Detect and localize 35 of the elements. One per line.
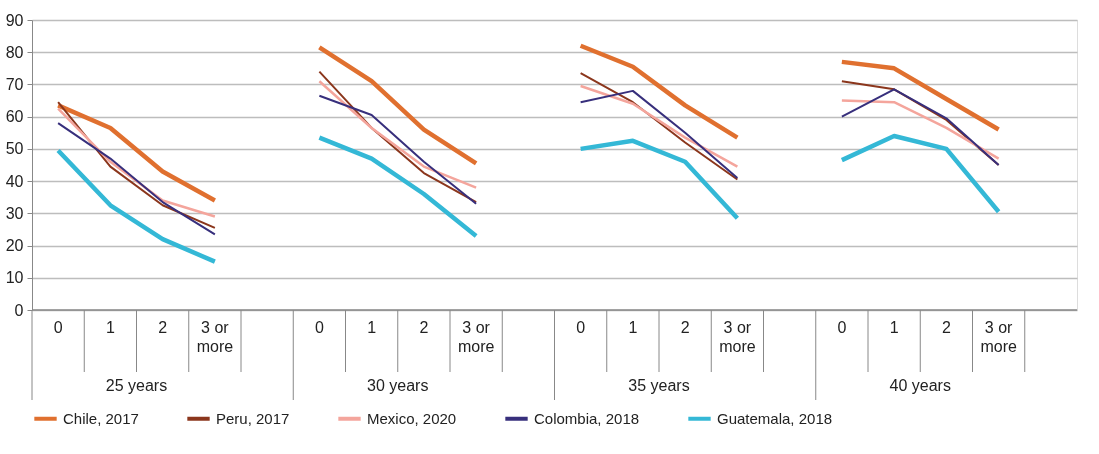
x-tick-label: 0 xyxy=(53,319,63,336)
legend-label: Chile, 2017 xyxy=(63,409,139,427)
text: 25 years xyxy=(105,377,168,394)
x-tick-label: 2 xyxy=(941,319,951,336)
x-tick-label: 1 xyxy=(105,319,115,336)
y-tick-label: 20 xyxy=(5,237,24,255)
x-tick-label: 2 xyxy=(680,319,690,336)
x-tick-label: 3 or more xyxy=(457,319,495,355)
y-tick-label: 0 xyxy=(14,301,24,319)
text: 30 years xyxy=(367,377,429,394)
y-tick-label: 60 xyxy=(5,108,24,126)
x-tick-label: 3 or more xyxy=(196,319,234,355)
y-tick-label: 40 xyxy=(5,172,24,190)
x-tick-label: 0 xyxy=(837,319,847,336)
x-tick-label: 0 xyxy=(314,319,324,336)
y-tick-label: 90 xyxy=(5,11,24,29)
x-tick-label: 0 xyxy=(576,319,586,336)
y-tick-label: 80 xyxy=(5,43,24,61)
x-tick-label: 1 xyxy=(367,319,377,336)
x-tick-label: 1 xyxy=(628,319,638,336)
x-tick-label: 1 xyxy=(889,319,899,336)
x-tick-label: 3 or more xyxy=(980,319,1017,355)
y-tick-label: 10 xyxy=(5,269,24,287)
legend-label: Mexico, 2020 xyxy=(367,409,457,427)
y-tick-label: 50 xyxy=(5,140,24,158)
legend-label: Guatemala, 2018 xyxy=(717,409,833,427)
y-tick-label: 70 xyxy=(5,75,24,93)
x-tick-label: 2 xyxy=(419,319,429,336)
text: 40 years xyxy=(889,377,951,394)
legend-label: Peru, 2017 xyxy=(216,409,290,427)
x-tick-label: 3 or more xyxy=(719,319,756,355)
x-tick-label: 2 xyxy=(158,319,168,336)
text: 35 years xyxy=(628,377,690,394)
legend-label: Colombia, 2018 xyxy=(534,409,640,427)
y-tick-label: 30 xyxy=(5,204,24,222)
